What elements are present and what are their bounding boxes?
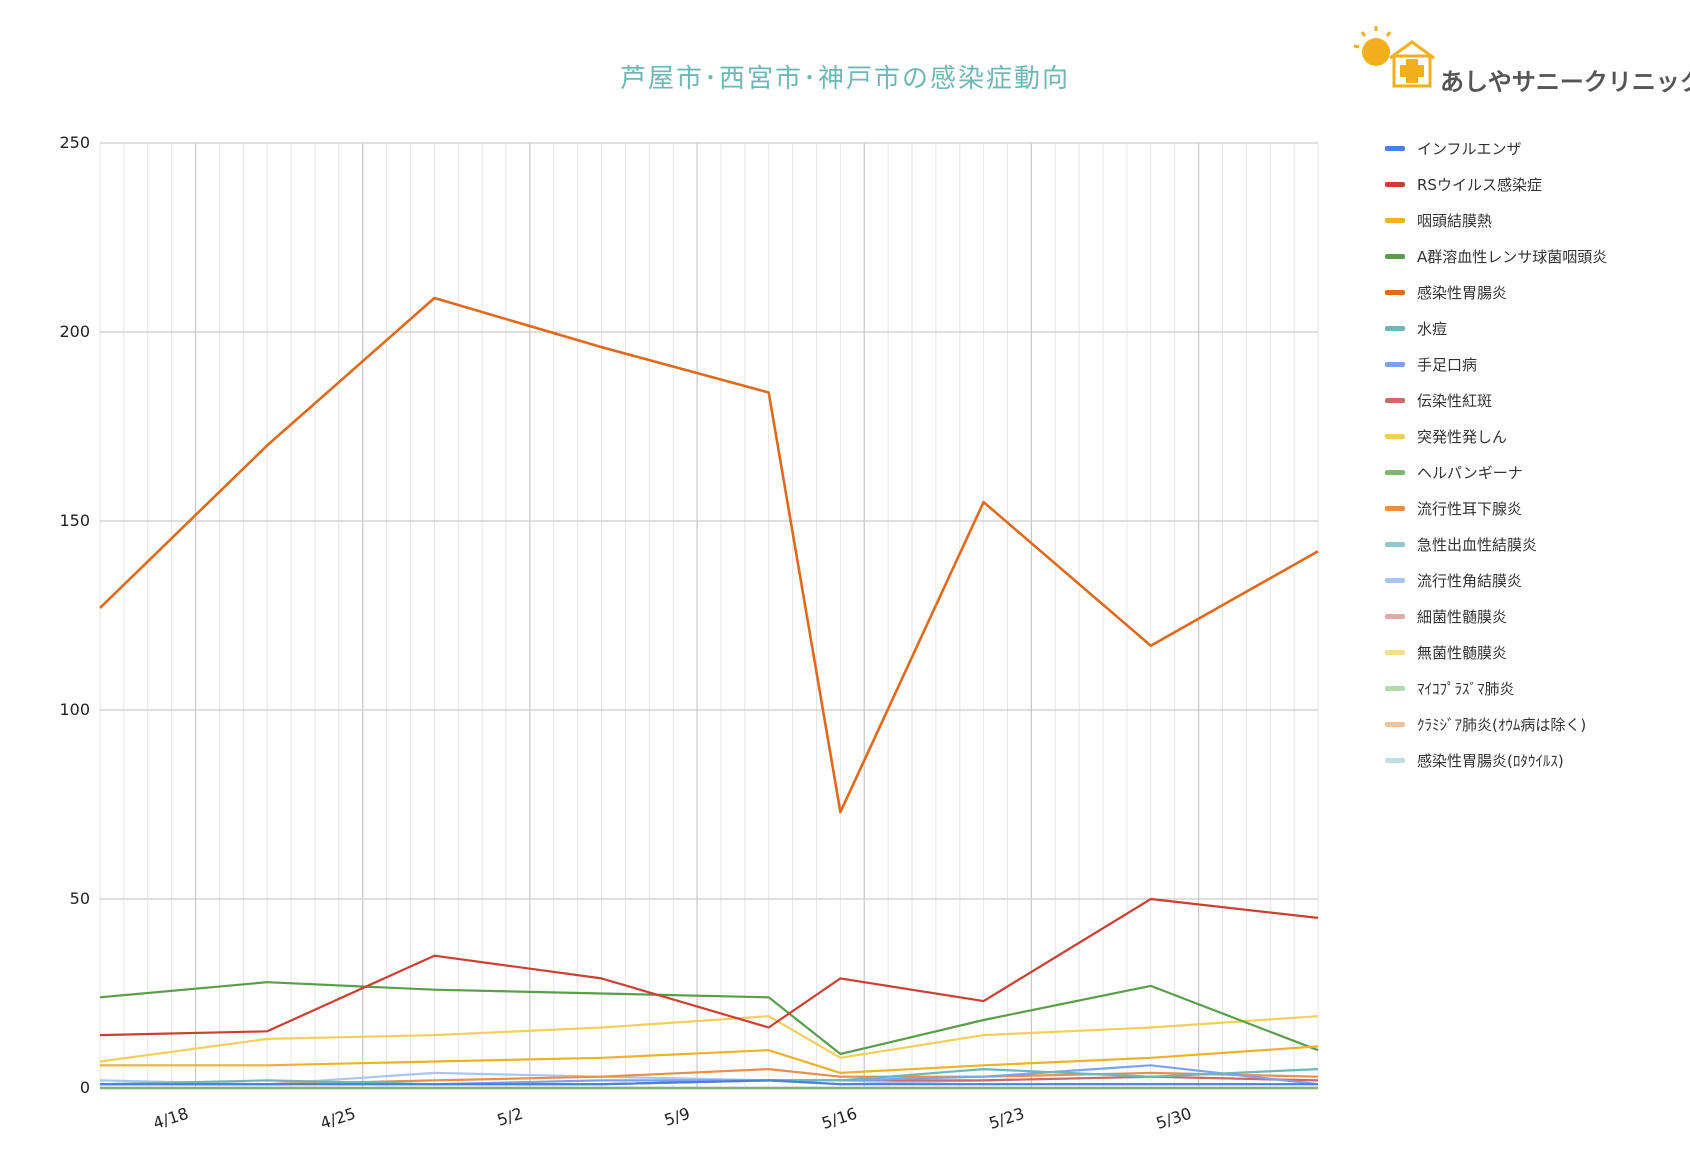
- series-line-2: [99, 897, 1319, 1037]
- x-tick-label: 5/23: [987, 1104, 1027, 1133]
- legend-swatch: [1385, 253, 1405, 259]
- legend-item: A群溶血性レンサ球菌咽頭炎: [1385, 238, 1675, 274]
- legend-label: 突発性発しん: [1417, 427, 1508, 446]
- legend-label: 咽頭結膜熱: [1417, 211, 1493, 230]
- legend-label: 伝染性紅斑: [1417, 391, 1493, 410]
- x-tick-label: 5/16: [819, 1104, 859, 1133]
- y-tick-label: 50: [70, 889, 90, 908]
- series-line-1: [100, 1079, 1318, 1086]
- legend-label: 感染性胃腸炎: [1417, 283, 1508, 302]
- x-tick-label: 5/2: [495, 1104, 525, 1130]
- legend-swatch: [1385, 433, 1405, 439]
- y-tick-label: 250: [59, 133, 90, 152]
- legend-swatch: [1385, 397, 1405, 403]
- legend-label: 急性出血性結膜炎: [1417, 535, 1538, 554]
- legend-item: 細菌性髄膜炎: [1385, 598, 1675, 634]
- legend-item: ヘルパンギーナ: [1385, 454, 1675, 490]
- legend-label: インフルエンザ: [1417, 139, 1522, 158]
- legend-label: A群溶血性レンサ球菌咽頭炎: [1417, 247, 1608, 266]
- legend-swatch: [1385, 181, 1405, 187]
- major-gridlines: [100, 142, 1318, 1089]
- y-tick-label: 100: [59, 700, 90, 719]
- legend-item: 手足口病: [1385, 346, 1675, 382]
- legend-item: 水痘: [1385, 310, 1675, 346]
- legend-swatch: [1385, 577, 1405, 583]
- legend-label: ﾏｲｺﾌﾟﾗｽﾞﾏ肺炎: [1417, 679, 1515, 698]
- legend-swatch: [1385, 721, 1405, 727]
- legend-item: 感染性胃腸炎: [1385, 274, 1675, 310]
- legend-label: 流行性耳下腺炎: [1417, 499, 1523, 518]
- legend-swatch: [1385, 613, 1405, 619]
- legend-swatch: [1385, 757, 1405, 763]
- legend-swatch: [1385, 361, 1405, 367]
- legend-swatch: [1385, 649, 1405, 655]
- legend-item: ﾏｲｺﾌﾟﾗｽﾞﾏ肺炎: [1385, 670, 1675, 706]
- y-tick-label: 150: [59, 511, 90, 530]
- legend-item: 咽頭結膜熱: [1385, 202, 1675, 238]
- legend-swatch: [1385, 325, 1405, 331]
- legend-swatch: [1385, 685, 1405, 691]
- series-line-5: [99, 296, 1319, 814]
- y-tick-label: 200: [59, 322, 90, 341]
- legend-item: 流行性耳下腺炎: [1385, 490, 1675, 526]
- legend-item: インフルエンザ: [1385, 130, 1675, 166]
- legend-item: RSウイルス感染症: [1385, 166, 1675, 202]
- series-lines: [99, 296, 1319, 1090]
- y-axis-ticks: 0 50 100 150 200 250: [59, 133, 90, 1097]
- legend-swatch: [1385, 217, 1405, 223]
- legend-item: 無菌性髄膜炎: [1385, 634, 1675, 670]
- legend-label: ｸﾗﾐｼﾞｱ肺炎(ｵｳﾑ病は除く): [1417, 715, 1587, 734]
- legend-label: RSウイルス感染症: [1417, 175, 1542, 194]
- legend-swatch: [1385, 469, 1405, 475]
- legend-item: 感染性胃腸炎(ﾛﾀｳｲﾙｽ): [1385, 742, 1675, 778]
- legend-label: 無菌性髄膜炎: [1417, 643, 1508, 662]
- legend-swatch: [1385, 289, 1405, 295]
- legend-swatch: [1385, 541, 1405, 547]
- legend-swatch: [1385, 505, 1405, 511]
- legend-label: 感染性胃腸炎(ﾛﾀｳｲﾙｽ): [1417, 751, 1564, 770]
- legend-label: 流行性角結膜炎: [1417, 571, 1523, 590]
- legend-item: 突発性発しん: [1385, 418, 1675, 454]
- chart-title: 芦屋市･西宮市･神戸市の感染症動向: [619, 64, 1070, 94]
- sun-house-logo-icon: [1353, 26, 1435, 88]
- x-axis-ticks: 4/18 4/25 5/2 5/9 5/16 5/23 5/30: [151, 1104, 1194, 1133]
- legend-item: ｸﾗﾐｼﾞｱ肺炎(ｵｳﾑ病は除く): [1385, 706, 1675, 742]
- legend-label: ヘルパンギーナ: [1417, 463, 1523, 482]
- minor-gridlines: [99, 143, 1319, 1088]
- legend-item: 急性出血性結膜炎: [1385, 526, 1675, 562]
- legend-label: 細菌性髄膜炎: [1417, 607, 1508, 626]
- series-line-3: [100, 1045, 1319, 1075]
- series-line-4: [99, 981, 1319, 1056]
- clinic-logo: あしやサニークリニック: [1350, 22, 1690, 102]
- legend-swatch: [1385, 145, 1405, 151]
- chart-legend: インフルエンザ RSウイルス感染症 咽頭結膜熱 A群溶血性レンサ球菌咽頭炎 感染性胃腸炎…: [1385, 130, 1675, 778]
- x-tick-label: 4/18: [151, 1104, 191, 1133]
- y-tick-label: 0: [80, 1078, 90, 1097]
- legend-item: 流行性角結膜炎: [1385, 562, 1675, 598]
- legend-item: 伝染性紅斑: [1385, 382, 1675, 418]
- x-tick-label: 4/25: [318, 1104, 358, 1133]
- legend-label: 水痘: [1417, 319, 1448, 338]
- x-tick-label: 5/9: [662, 1104, 692, 1130]
- series-line-9: [99, 1015, 1319, 1063]
- legend-label: 手足口病: [1417, 355, 1478, 374]
- clinic-name: あしやサニークリニック: [1440, 68, 1690, 96]
- x-tick-label: 5/30: [1154, 1104, 1194, 1133]
